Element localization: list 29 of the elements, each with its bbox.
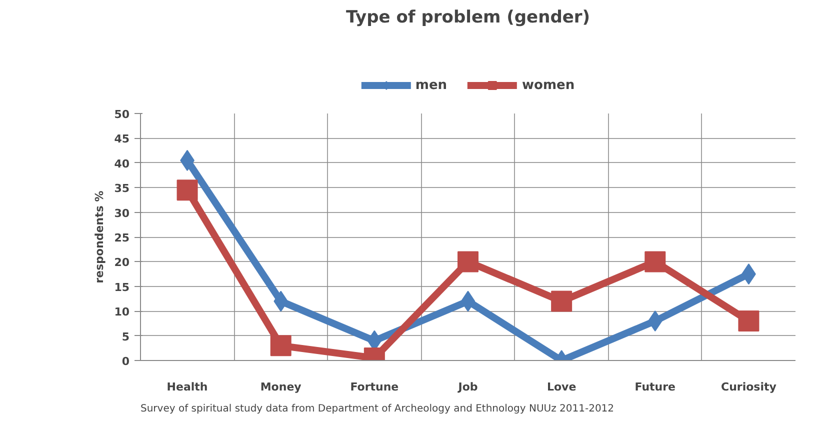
- y-tick-label: 10: [114, 306, 130, 319]
- y-tick-label: 30: [114, 206, 130, 220]
- legend-label: men: [415, 78, 448, 92]
- y-tick-label: 20: [114, 256, 130, 270]
- y-tick-label: 0: [122, 355, 130, 368]
- point: [738, 310, 760, 332]
- y-tick-label: 5: [122, 330, 130, 344]
- legend-label: women: [522, 78, 575, 92]
- point: [551, 290, 572, 312]
- y-tick-label: 40: [114, 157, 130, 170]
- x-tick-label: Health: [166, 380, 208, 394]
- x-tick-label: Job: [457, 380, 478, 394]
- y-tick-label: 35: [114, 182, 130, 196]
- y-tick-label: 15: [114, 280, 130, 294]
- chart-title: Type of problem (gender): [346, 8, 590, 28]
- y-tick-label: 50: [114, 108, 130, 121]
- y-tick-label: 45: [114, 132, 130, 146]
- y-axis-title: respondents %: [93, 190, 106, 284]
- text: Survey of spiritual study data from Department of Archeology and Ethnology NUUz 2011-2012: [140, 404, 614, 414]
- x-tick-label: Curiosity: [721, 380, 776, 394]
- x-tick-label: Money: [260, 380, 302, 394]
- x-tick-label: Love: [546, 380, 576, 394]
- point: [270, 335, 292, 356]
- x-tick-label: Fortune: [350, 380, 399, 394]
- point: [644, 251, 666, 272]
- x-tick-label: Future: [634, 380, 676, 394]
- point: [458, 251, 478, 272]
- y-tick-label: 25: [114, 232, 130, 244]
- point: [176, 180, 198, 201]
